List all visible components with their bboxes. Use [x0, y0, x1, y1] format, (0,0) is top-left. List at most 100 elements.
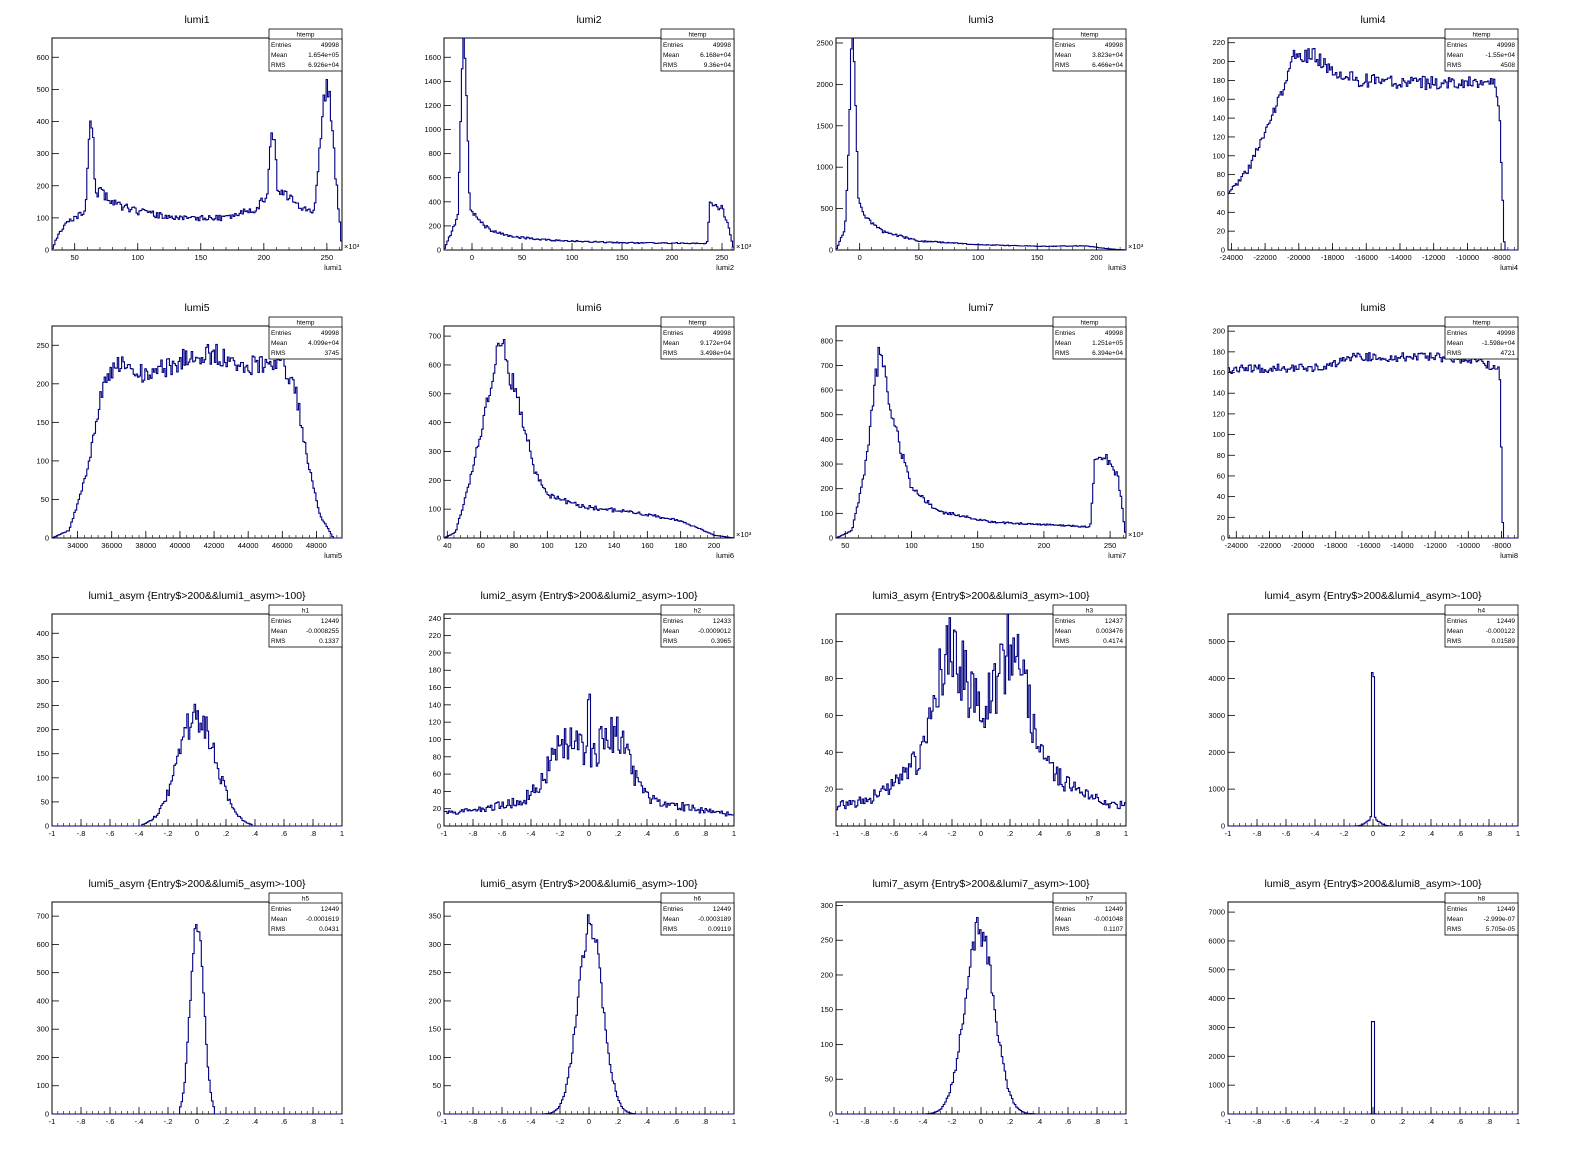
x-tick-label: 1 — [340, 1117, 344, 1126]
x-tick-label: .6 — [1065, 1117, 1071, 1126]
x-tick-label: .2 — [223, 829, 229, 838]
y-tick-label: 100 — [820, 509, 833, 518]
panel-title: lumi4_asym {Entry$>200&&lumi4_asym>-100} — [1264, 590, 1482, 602]
stats-value: 0.09119 — [708, 926, 731, 933]
stats-name: htemp — [688, 32, 706, 39]
histogram-series — [1228, 672, 1518, 827]
stats-box — [268, 316, 343, 360]
x-tick-label: -.4 — [527, 1117, 536, 1126]
y-tick-label: 180 — [1212, 347, 1225, 356]
x-tick-label: -.8 — [1253, 829, 1262, 838]
x-tick-label: 120 — [574, 541, 587, 550]
stats-name: htemp — [1080, 32, 1098, 39]
y-tick-label: 500 — [820, 204, 833, 213]
stats-value: 49998 — [713, 330, 731, 337]
y-tick-label: 300 — [36, 677, 49, 686]
stats-label: RMS — [271, 350, 286, 357]
y-tick-label: 20 — [1217, 513, 1225, 522]
histogram-panel-4: lumi4 0 20 40 60 80 100 120 140 160 180 200 220 -2400… — [1212, 14, 1519, 272]
x-tick-label: -.4 — [135, 1117, 144, 1126]
histogram-series — [52, 79, 342, 249]
x-tick-label: -.6 — [1282, 1117, 1291, 1126]
stats-value: -0.0003189 — [698, 916, 731, 923]
y-tick-label: 350 — [36, 653, 49, 662]
y-tick-label: 120 — [1212, 132, 1225, 141]
stats-value: 3.823e+04 — [1092, 52, 1123, 59]
x-tick-label: -.6 — [890, 829, 899, 838]
x-tick-label: .6 — [1065, 829, 1071, 838]
stats-label: Mean — [271, 916, 288, 923]
x-tick-label: 1 — [1124, 829, 1128, 838]
y-tick-label: 20 — [825, 785, 833, 794]
x-tick-label: .2 — [1007, 829, 1013, 838]
histogram-panel-2: lumi2 0 200 400 600 800 1000 1200 1400 1600 0 50 100… — [424, 14, 751, 272]
stats-name: htemp — [1472, 32, 1490, 39]
y-tick-label: 7000 — [1208, 908, 1225, 917]
y-tick-label: 0 — [45, 246, 49, 255]
histogram-series — [52, 343, 342, 539]
x-tick-label: -20000 — [1287, 253, 1310, 262]
histogram-series — [836, 916, 1126, 1115]
y-tick-label: 0 — [437, 1110, 441, 1119]
x-tick-label: 250 — [321, 253, 334, 262]
x-tick-label: -22000 — [1258, 541, 1281, 550]
x-exponent-label: ×10³ — [1128, 242, 1144, 251]
x-tick-label: 80 — [510, 541, 518, 550]
x-tick-label: -.4 — [919, 829, 928, 838]
x-tick-label: -.8 — [861, 829, 870, 838]
x-tick-label: 60 — [476, 541, 484, 550]
stats-label: Mean — [1447, 340, 1464, 347]
y-tick-label: 180 — [1212, 76, 1225, 85]
x-tick-label: 0 — [470, 253, 474, 262]
x-tick-label: -.2 — [948, 829, 957, 838]
stats-value: 6.926e+04 — [308, 62, 339, 69]
y-tick-label: 2000 — [816, 80, 833, 89]
x-tick-label: 150 — [1031, 253, 1044, 262]
x-tick-label: -.4 — [1311, 829, 1320, 838]
panel-title: lumi5_asym {Entry$>200&&lumi5_asym>-100} — [88, 878, 306, 890]
x-tick-label: -.2 — [556, 1117, 565, 1126]
stats-label: RMS — [663, 638, 678, 645]
stats-box — [1052, 604, 1127, 648]
y-tick-label: 250 — [820, 936, 833, 945]
y-tick-label: 400 — [428, 418, 441, 427]
stats-box — [1444, 316, 1519, 360]
y-tick-label: 400 — [820, 435, 833, 444]
histogram-panel-13: lumi5_asym {Entry$>200&&lumi5_asym>-100}… — [36, 878, 344, 1126]
stats-label: Entries — [271, 42, 292, 49]
x-tick-label: -16000 — [1357, 541, 1380, 550]
y-tick-label: 200 — [1212, 327, 1225, 336]
y-tick-label: 120 — [1212, 409, 1225, 418]
stats-label: RMS — [1447, 926, 1462, 933]
stats-value: 12449 — [321, 618, 339, 625]
stats-name: htemp — [688, 320, 706, 327]
x-tick-label: 150 — [195, 253, 208, 262]
x-tick-label: .4 — [644, 829, 650, 838]
x-tick-label: -24000 — [1225, 541, 1248, 550]
stats-value: 0.003476 — [1096, 628, 1123, 635]
stats-label: RMS — [271, 62, 286, 69]
y-tick-label: 50 — [825, 1075, 833, 1084]
y-tick-label: 300 — [428, 447, 441, 456]
stats-label: Mean — [1447, 628, 1464, 635]
x-tick-label: -.2 — [1340, 829, 1349, 838]
y-tick-label: 3000 — [1208, 1023, 1225, 1032]
histogram-panel-8: lumi8 0 20 40 60 80 100 120 140 160 180 200 -24000 -2… — [1212, 302, 1519, 560]
y-tick-label: 80 — [825, 674, 833, 683]
x-tick-label: 100 — [972, 253, 985, 262]
x-exponent-label: ×10³ — [344, 242, 360, 251]
x-tick-label: 100 — [905, 541, 918, 550]
y-tick-label: 160 — [1212, 368, 1225, 377]
stats-value: 0.4174 — [1103, 638, 1123, 645]
x-tick-label: .6 — [673, 829, 679, 838]
x-tick-label: .4 — [644, 1117, 650, 1126]
stats-label: RMS — [1055, 350, 1070, 357]
x-tick-label: -12000 — [1423, 541, 1446, 550]
x-tick-label: -.8 — [1253, 1117, 1262, 1126]
y-tick-label: 200 — [428, 996, 441, 1005]
histogram-panel-15: lumi7_asym {Entry$>200&&lumi7_asym>-100}… — [820, 878, 1128, 1126]
stats-value: 0.3965 — [711, 638, 731, 645]
y-tick-label: 100 — [428, 1053, 441, 1062]
